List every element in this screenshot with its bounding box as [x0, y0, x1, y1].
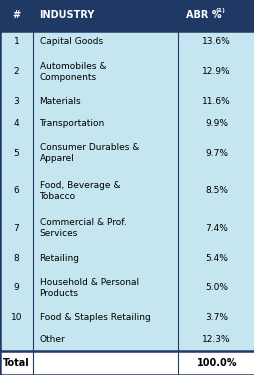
Text: 2: 2	[14, 67, 19, 76]
Bar	[0, 31, 254, 53]
Text: 1: 1	[14, 38, 19, 46]
Bar	[0, 247, 254, 269]
Bar	[0, 269, 254, 307]
Text: 9: 9	[14, 284, 19, 292]
Text: (1): (1)	[215, 8, 225, 13]
Bar	[0, 135, 254, 172]
Text: Food & Staples Retailing: Food & Staples Retailing	[39, 313, 150, 322]
Text: 8.5%: 8.5%	[204, 186, 227, 195]
Text: Transportation: Transportation	[39, 119, 104, 128]
Text: 12.3%: 12.3%	[202, 335, 230, 344]
Text: 9.7%: 9.7%	[204, 149, 227, 158]
Bar	[0, 351, 254, 375]
Text: 6: 6	[14, 186, 19, 195]
Text: ABR %: ABR %	[185, 10, 221, 21]
Text: Food, Beverage &
Tobacco: Food, Beverage & Tobacco	[39, 181, 120, 201]
Text: Consumer Durables &
Apparel: Consumer Durables & Apparel	[39, 143, 138, 163]
Text: Materials: Materials	[39, 97, 81, 106]
Bar	[0, 172, 254, 210]
Text: Automobiles &
Components: Automobiles & Components	[39, 62, 106, 82]
Text: Capital Goods: Capital Goods	[39, 38, 102, 46]
Text: 100.0%: 100.0%	[196, 358, 236, 368]
Bar	[0, 53, 254, 90]
Text: 5.4%: 5.4%	[204, 254, 227, 262]
Text: 7: 7	[14, 224, 19, 233]
Text: Other: Other	[39, 335, 65, 344]
Text: 3: 3	[14, 97, 19, 106]
Text: Commercial & Prof.
Services: Commercial & Prof. Services	[39, 218, 126, 238]
Text: #: #	[12, 10, 21, 21]
Text: 12.9%: 12.9%	[202, 67, 230, 76]
Bar	[0, 112, 254, 135]
Text: 10: 10	[11, 313, 22, 322]
Text: Retailing: Retailing	[39, 254, 79, 262]
Text: 5: 5	[14, 149, 19, 158]
Text: 9.9%: 9.9%	[204, 119, 227, 128]
Text: 5.0%: 5.0%	[204, 284, 227, 292]
Bar	[0, 210, 254, 247]
Text: 7.4%: 7.4%	[204, 224, 227, 233]
Text: 11.6%: 11.6%	[202, 97, 230, 106]
Text: INDUSTRY: INDUSTRY	[39, 10, 94, 21]
Bar	[0, 307, 254, 328]
Text: 3.7%: 3.7%	[204, 313, 227, 322]
Text: 4: 4	[14, 119, 19, 128]
Text: 13.6%: 13.6%	[202, 38, 230, 46]
Text: Total: Total	[3, 358, 30, 368]
Text: Household & Personal
Products: Household & Personal Products	[39, 278, 138, 298]
Bar	[0, 0, 254, 31]
Text: 8: 8	[14, 254, 19, 262]
Bar	[0, 90, 254, 112]
Bar	[0, 328, 254, 351]
